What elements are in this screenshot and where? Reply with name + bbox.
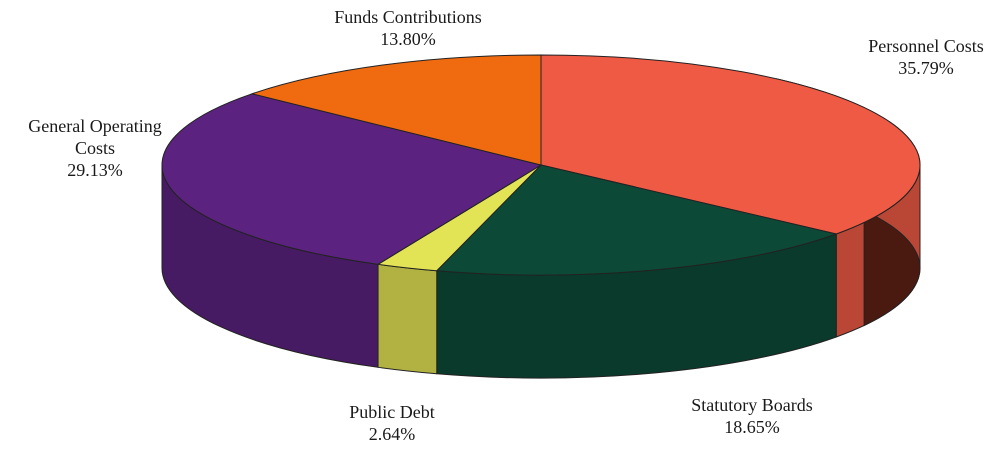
pie-slice-side-2	[377, 263, 438, 375]
pie-slice-general-operating-costs	[161, 93, 543, 265]
pie-labels: Personnel Costs 35.79% Statutory Boards 18.…	[28, 7, 983, 444]
slice-label-3: General Operating Costs 29.13%	[28, 116, 161, 180]
slice-label-0: Personnel Costs 35.79%	[868, 36, 984, 78]
slice-name-text: Public Debt	[349, 402, 435, 422]
slice-name-text: Personnel Costs	[868, 36, 984, 56]
slice-value-text: 18.65%	[724, 417, 780, 437]
slice-label-2: Public Debt 2.64%	[349, 402, 435, 444]
pie-slice-funds-contributions	[250, 54, 542, 166]
slice-name-text: Statutory Boards	[691, 395, 813, 415]
slice-name-text: Costs	[75, 138, 115, 158]
slice-label-1: Statutory Boards 18.65%	[691, 395, 813, 437]
pie-tops	[161, 54, 921, 276]
slice-value-text: 13.80%	[380, 29, 436, 49]
slice-value-text: 35.79%	[898, 58, 954, 78]
slice-value-text: 29.13%	[67, 160, 123, 180]
slice-name-text: General Operating	[28, 116, 161, 136]
slice-name-text: Funds Contributions	[334, 7, 482, 27]
slice-value-text: 2.64%	[369, 424, 416, 444]
slice-label-4: Funds Contributions 13.80%	[334, 7, 482, 49]
pie-slice-statutory-boards	[435, 164, 838, 276]
pie-slice-personnel-costs	[540, 54, 921, 235]
